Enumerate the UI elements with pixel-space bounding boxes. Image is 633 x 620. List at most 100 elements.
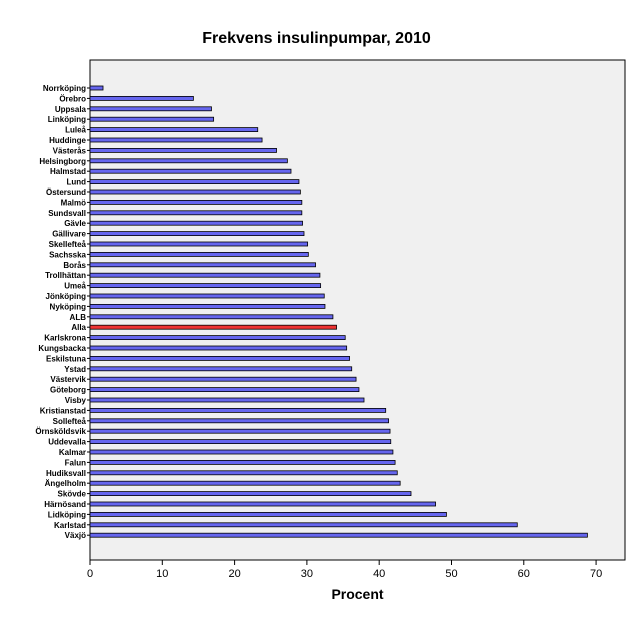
- y-tick-label: Ängelholm: [45, 479, 86, 488]
- y-tick-label: Trollhättan: [45, 271, 86, 280]
- y-tick-label: Hudiksvall: [46, 469, 86, 478]
- y-tick-label: Skövde: [58, 490, 87, 499]
- bar-borås: [89, 262, 316, 268]
- bar-sundsvall: [89, 210, 303, 216]
- y-tick-label: Jönköping: [46, 292, 87, 301]
- y-tick-label: Östersund: [46, 188, 86, 197]
- y-tick-label: Kungsbacka: [38, 344, 86, 353]
- y-tick-label: Sollefteå: [53, 417, 87, 426]
- y-tick-label: Kalmar: [59, 448, 86, 457]
- y-tick-label: Linköping: [48, 115, 86, 124]
- bar-örnsköldsvik: [89, 428, 391, 434]
- y-tick-label: Halmstad: [50, 167, 86, 176]
- y-tick-label: Uddevalla: [48, 438, 86, 447]
- bar-kungsbacka: [89, 345, 348, 351]
- bar-luleå: [89, 127, 259, 132]
- y-tick-labels: NorrköpingÖrebroUppsalaLinköpingLuleåHud…: [35, 84, 90, 540]
- y-tick-label: Härnösand: [44, 500, 86, 509]
- y-tick-label: Umeå: [64, 282, 86, 291]
- bar-sachsska: [89, 251, 309, 257]
- bar-malmö: [89, 199, 303, 205]
- bar-karlskrona: [89, 335, 346, 341]
- bar-lund: [89, 179, 300, 185]
- x-tick-label: 50: [445, 568, 457, 580]
- bar-halmstad: [89, 168, 292, 174]
- y-tick-label: Karlstad: [54, 521, 86, 530]
- x-tick-label: 40: [373, 568, 385, 580]
- y-tick-label: Uppsala: [55, 105, 87, 114]
- y-tick-label: Sundsvall: [48, 209, 86, 218]
- bar-sollefteå: [89, 418, 389, 424]
- bar-kalmar: [89, 449, 394, 455]
- bar-lidköping: [89, 512, 447, 517]
- bar-kristianstad: [89, 407, 387, 413]
- y-tick-label: Huddinge: [49, 136, 86, 145]
- x-tick-label: 0: [87, 568, 93, 580]
- bar-härnösand: [89, 501, 436, 507]
- bar-uddevalla: [89, 439, 392, 445]
- y-tick-label: Luleå: [65, 126, 86, 135]
- y-tick-label: Växjö: [65, 531, 86, 540]
- bar-skellefteå: [89, 241, 309, 247]
- bar-eskilstuna: [89, 355, 350, 361]
- x-tick-label: 10: [156, 568, 168, 580]
- x-tick-label: 20: [228, 568, 240, 580]
- bar-göteborg: [89, 387, 360, 393]
- y-tick-label: Skellefteå: [49, 240, 87, 249]
- y-tick-label: Lidköping: [48, 510, 86, 519]
- x-tick-label: 30: [301, 568, 313, 580]
- y-tick-label: Alla: [71, 323, 86, 332]
- bar-västervik: [89, 376, 357, 382]
- bar-karlstad: [89, 522, 518, 528]
- bar-örebro: [89, 96, 194, 101]
- bar-gällivare: [89, 231, 305, 237]
- y-tick-label: Västerås: [53, 146, 87, 155]
- bar-ystad: [89, 366, 353, 372]
- bar-huddinge: [89, 137, 263, 143]
- y-tick-label: ALB: [70, 313, 87, 322]
- bar-jönköping: [89, 293, 325, 299]
- y-tick-label: Helsingborg: [39, 157, 86, 166]
- bar-hudiksvall: [89, 470, 398, 476]
- y-tick-label: Ystad: [64, 365, 86, 374]
- y-tick-label: Gällivare: [52, 230, 86, 239]
- bar-visby: [89, 397, 365, 403]
- bar-gävle: [89, 220, 303, 226]
- y-tick-label: Örnsköldsvik: [35, 427, 86, 436]
- y-tick-label: Borås: [63, 261, 86, 270]
- y-tick-label: Malmö: [61, 198, 86, 207]
- y-tick-label: Falun: [65, 458, 86, 467]
- bar-östersund: [89, 189, 301, 195]
- bar-alla: [89, 324, 337, 330]
- y-tick-label: Gävle: [64, 219, 86, 228]
- bar-alb: [89, 314, 334, 320]
- y-tick-label: Karlskrona: [44, 334, 86, 343]
- bar-falun: [89, 459, 396, 465]
- bar-helsingborg: [89, 158, 288, 164]
- y-tick-label: Lund: [66, 178, 86, 187]
- bar-ängelholm: [89, 480, 401, 486]
- bar-linköping: [89, 116, 215, 122]
- y-tick-label: Eskilstuna: [46, 354, 87, 363]
- y-tick-label: Västervik: [50, 375, 86, 384]
- y-tick-label: Visby: [65, 396, 87, 405]
- bar-umeå: [89, 283, 322, 289]
- y-tick-label: Norrköping: [43, 84, 86, 93]
- y-tick-label: Kristianstad: [40, 406, 86, 415]
- x-tick-label: 70: [590, 568, 602, 580]
- x-ticks-group: 0 10 20 30 40 50 60 70: [87, 560, 602, 580]
- y-tick-label: Göteborg: [50, 386, 86, 395]
- bar-trollhättan: [89, 272, 321, 278]
- bar-nyköping: [89, 303, 326, 309]
- bar-norrköping: [89, 85, 104, 91]
- bars-group: [89, 85, 588, 538]
- x-tick-label: 60: [518, 568, 530, 580]
- chart-title: Frekvens insulinpumpar, 2010: [202, 30, 431, 47]
- plot-area: [89, 59, 626, 561]
- bar-västerås: [89, 147, 277, 153]
- bar-skövde: [89, 491, 412, 497]
- x-axis-label: Procent: [331, 586, 384, 602]
- bar-uppsala: [89, 106, 212, 112]
- bar-växjö: [89, 532, 588, 538]
